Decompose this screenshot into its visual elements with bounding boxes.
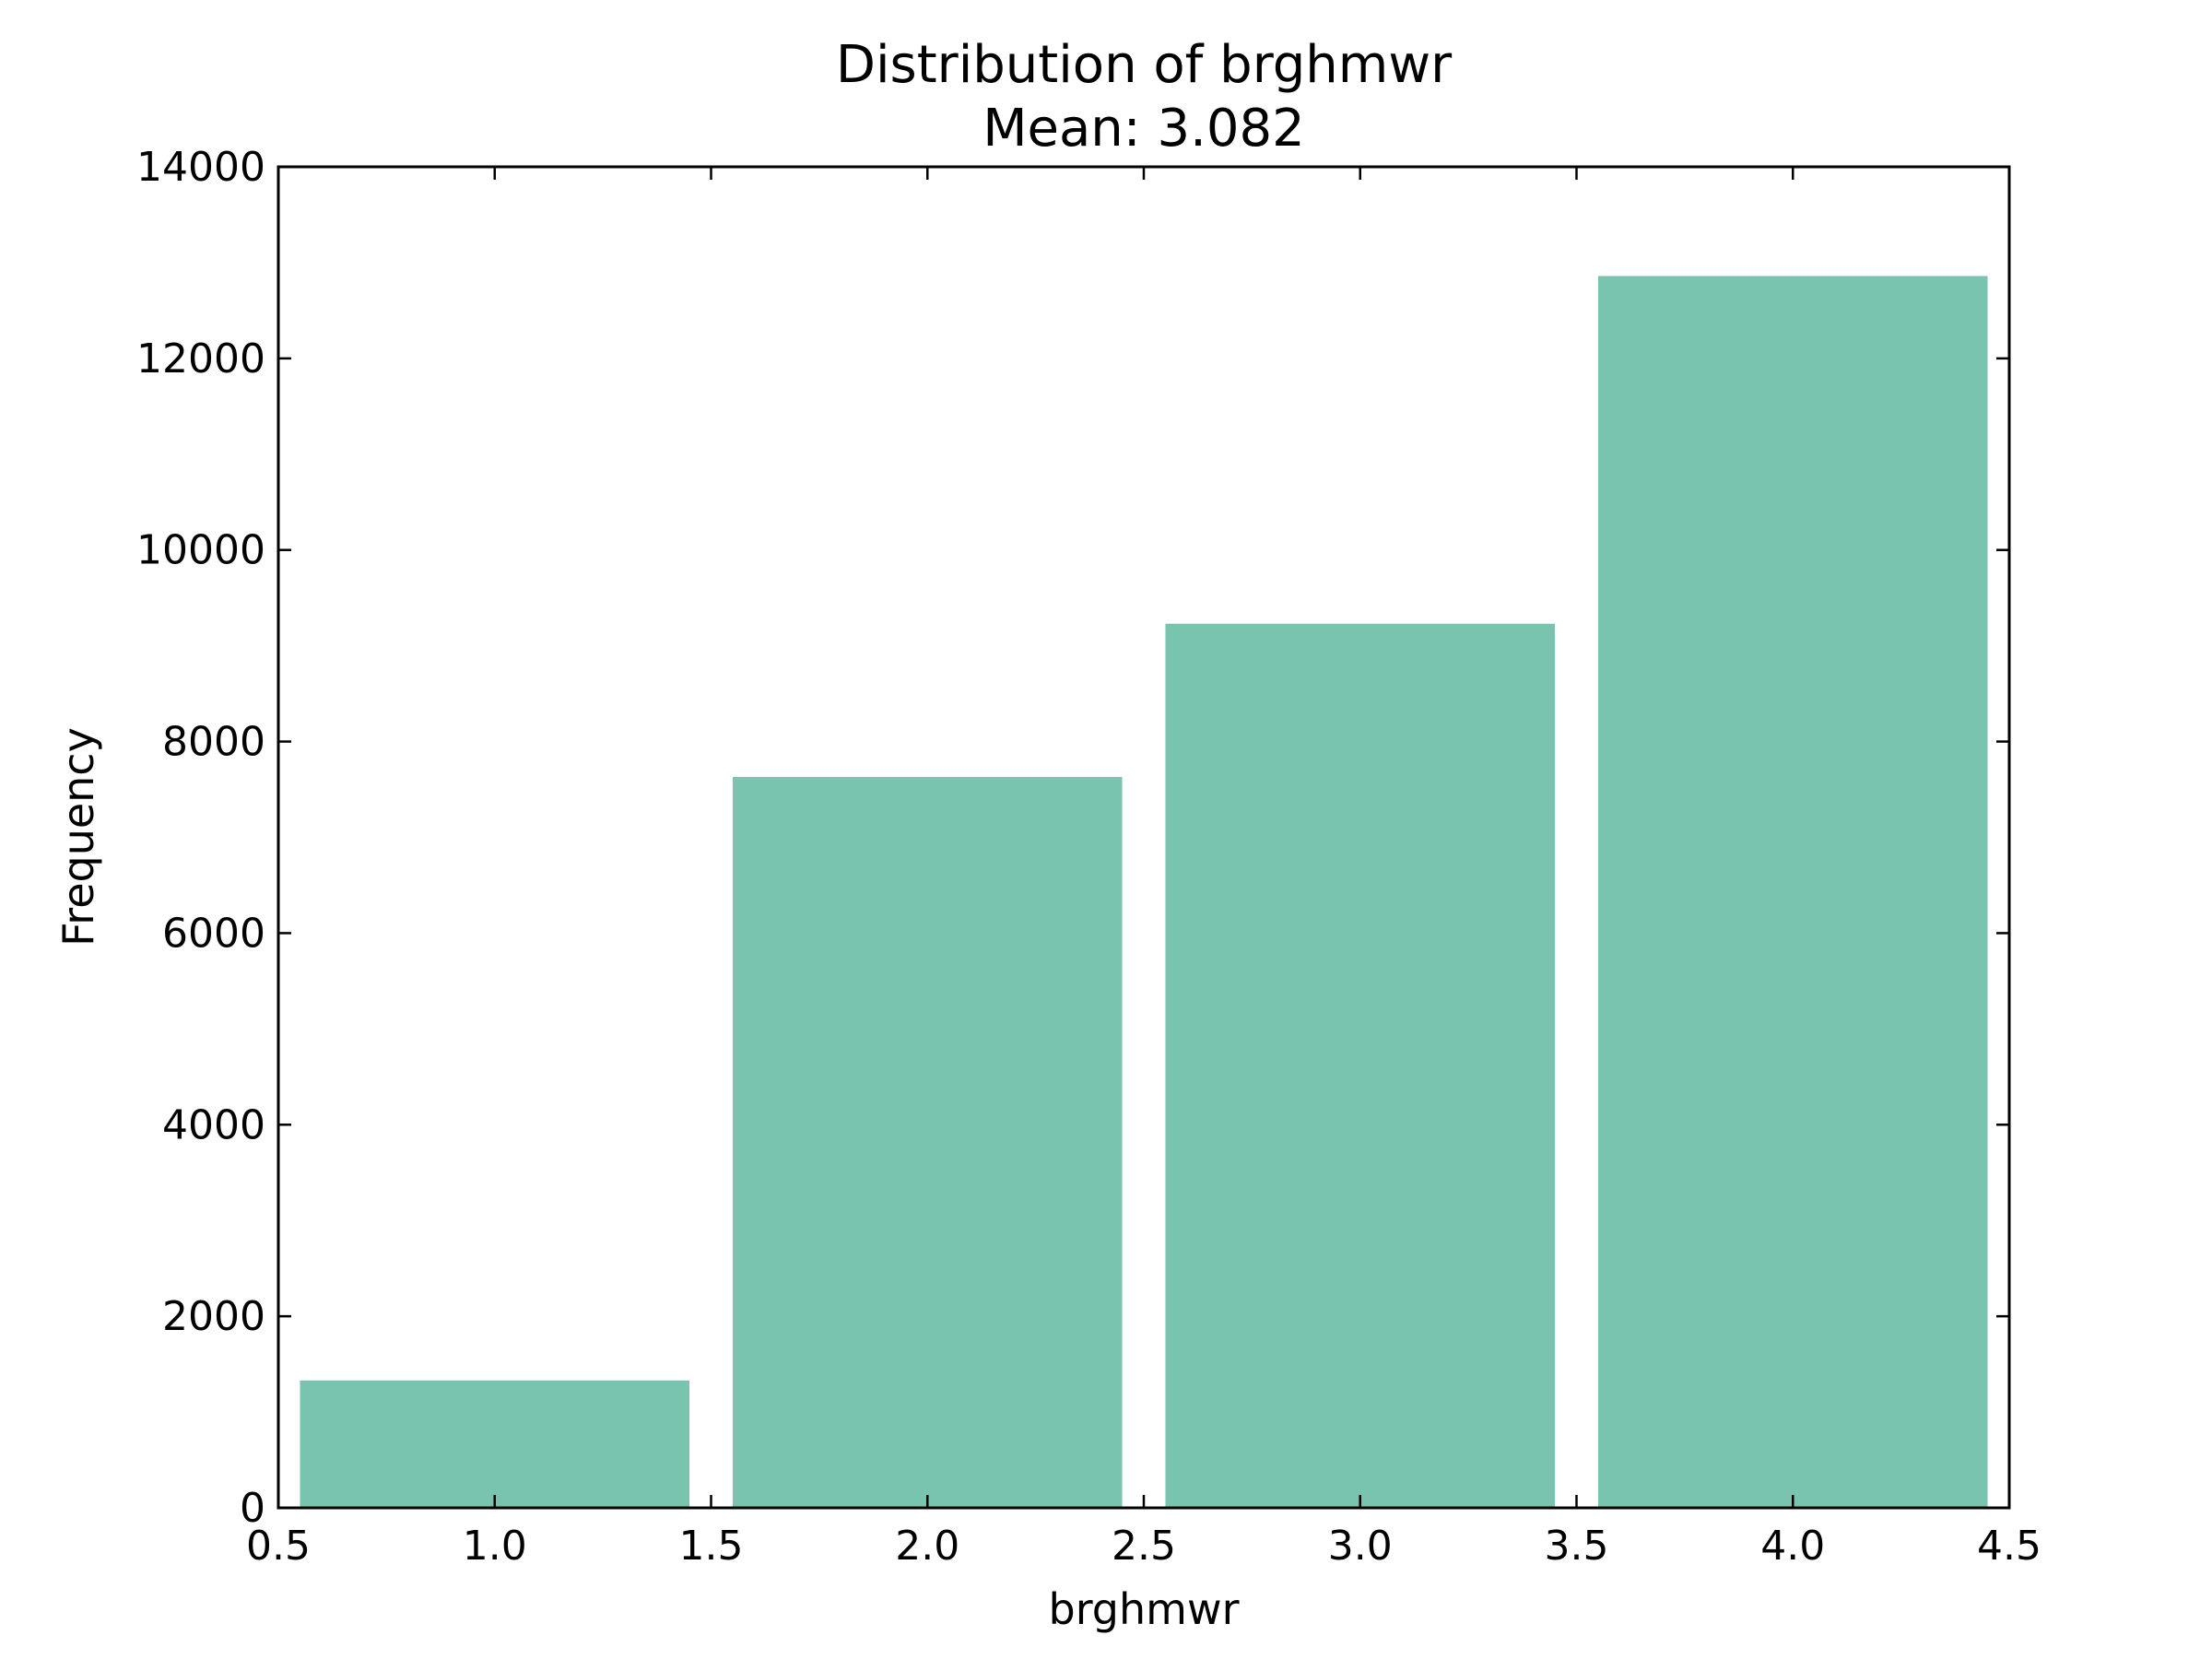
bar-2: [732, 777, 1123, 1508]
chart-subtitle: Mean: 3.082: [982, 99, 1305, 159]
x-tick-label: 4.0: [1760, 1523, 1825, 1570]
chart-title: Distribution of brghmwr: [836, 35, 1453, 95]
x-tick-label: 3.5: [1545, 1523, 1609, 1570]
bars-group: [300, 276, 1988, 1509]
y-axis-label: Frequency: [53, 727, 103, 947]
y-tick-label: 10000: [136, 527, 265, 574]
x-tick-label: 2.5: [1112, 1523, 1176, 1570]
y-tick-label: 12000: [136, 335, 265, 382]
ticks-group: 0.5 1.0 1.5 2.0 2.5 3.0 3.5 4.0 4.5 0 2000 4000 6000…: [136, 144, 2041, 1570]
x-tick-label: 4.5: [1977, 1523, 2041, 1570]
x-tick-label: 2.0: [895, 1523, 959, 1570]
bar-1: [300, 1380, 690, 1508]
y-tick-label: 4000: [162, 1101, 265, 1148]
x-tick-label: 3.0: [1328, 1523, 1393, 1570]
bar-4: [1597, 276, 1988, 1509]
bar-3: [1165, 623, 1556, 1508]
x-tick-label: 1.5: [679, 1523, 744, 1570]
x-tick-label: 1.0: [463, 1523, 527, 1570]
plot-frame: [276, 165, 2011, 1510]
y-tick-label: 2000: [162, 1293, 265, 1340]
y-tick-label: 8000: [162, 719, 265, 766]
y-tick-label: 14000: [136, 144, 265, 191]
x-axis-label: brghmwr: [1049, 1584, 1240, 1634]
y-tick-label: 6000: [162, 910, 265, 957]
x-tick-label: 0.5: [246, 1523, 311, 1570]
y-tick-label: 0: [240, 1485, 265, 1532]
